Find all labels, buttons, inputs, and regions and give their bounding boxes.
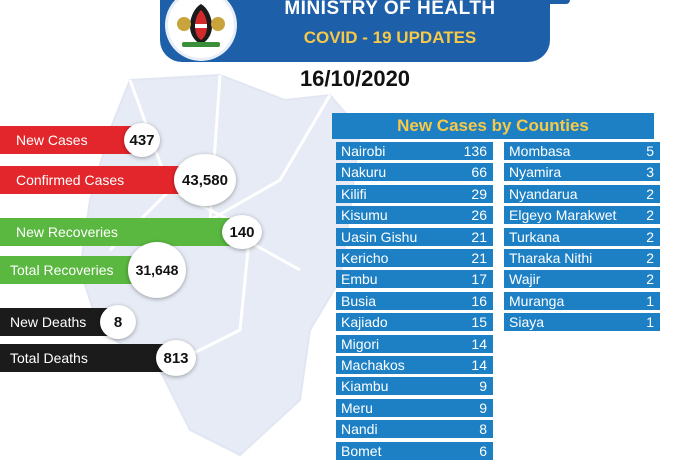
county-name: Migori xyxy=(341,335,380,352)
county-case-count: 9 xyxy=(479,399,487,416)
county-name: Kiambu xyxy=(341,378,389,395)
county-case-count: 1 xyxy=(646,292,654,309)
total-deaths-label: Total Deaths xyxy=(0,344,170,372)
county-case-count: 14 xyxy=(471,357,487,373)
county-row: Busia 16 xyxy=(336,291,493,310)
county-name: Kilifi xyxy=(341,185,367,202)
county-name: Nakuru xyxy=(341,164,387,181)
header-title: MINISTRY OF HEALTH xyxy=(284,0,496,19)
counties-table-title: New Cases by Counties xyxy=(332,113,654,139)
county-name: Machakos xyxy=(341,357,405,373)
county-row: Kilifi 29 xyxy=(336,184,493,203)
county-row: Nakuru 66 xyxy=(336,163,493,182)
county-row: Mombasa 5 xyxy=(504,142,660,160)
county-case-count: 26 xyxy=(471,207,487,224)
county-name: Kajiado xyxy=(341,314,388,331)
county-name: Muranga xyxy=(509,292,565,309)
update-date: 16/10/2020 xyxy=(299,66,411,91)
county-name: Bomet xyxy=(341,442,382,459)
county-row: Nyamira 3 xyxy=(504,163,660,182)
county-row: Meru 9 xyxy=(336,398,493,417)
county-name: Nandi xyxy=(341,421,378,438)
county-row: Machakos 14 xyxy=(336,356,493,374)
county-name: Tharaka Nithi xyxy=(509,250,593,266)
county-case-count: 15 xyxy=(471,314,487,331)
county-name: Meru xyxy=(341,399,373,416)
confirmed-cases-value: 43,580 xyxy=(174,154,236,206)
total-deaths-stat: Total Deaths 813 xyxy=(0,340,200,376)
county-case-count: 8 xyxy=(479,421,487,438)
county-row: Uasin Gishu 21 xyxy=(336,227,493,246)
county-row: Migori 14 xyxy=(336,334,493,353)
county-case-count: 29 xyxy=(471,185,487,202)
county-row: Kisumu 26 xyxy=(336,206,493,225)
county-row: Nandi 8 xyxy=(336,420,493,439)
county-case-count: 2 xyxy=(646,250,654,266)
county-row: Muranga 1 xyxy=(504,291,660,310)
county-row: Bomet 6 xyxy=(336,441,493,460)
county-case-count: 9 xyxy=(479,378,487,395)
county-row: Wajir 2 xyxy=(504,270,660,289)
county-case-count: 16 xyxy=(471,292,487,309)
county-row: Tharaka Nithi 2 xyxy=(504,249,660,267)
county-case-count: 2 xyxy=(646,207,654,224)
county-name: Siaya xyxy=(509,314,545,331)
county-name: Nyamira xyxy=(509,164,562,181)
county-row: Kiambu 9 xyxy=(336,377,493,396)
confirmed-cases-stat: Confirmed Cases 43,580 xyxy=(0,154,240,206)
county-name: Nairobi xyxy=(341,143,386,159)
new-cases-stat: New Cases 437 xyxy=(0,123,160,157)
county-name: Elgeyo Marakwet xyxy=(509,207,617,224)
county-name: Kericho xyxy=(341,250,389,266)
county-row: Embu 17 xyxy=(336,270,493,289)
county-case-count: 5 xyxy=(646,143,654,159)
county-name: Nyandarua xyxy=(509,185,578,202)
new-recoveries-label: New Recoveries xyxy=(0,218,240,246)
county-row: Siaya 1 xyxy=(504,313,660,332)
county-case-count: 2 xyxy=(646,271,654,288)
county-case-count: 21 xyxy=(471,250,487,266)
county-case-count: 6 xyxy=(479,442,487,459)
county-case-count: 2 xyxy=(646,185,654,202)
new-cases-value: 437 xyxy=(124,123,160,157)
county-case-count: 2 xyxy=(646,228,654,245)
header-subtitle: COVID - 19 UPDATES xyxy=(303,28,477,47)
county-case-count: 21 xyxy=(471,228,487,245)
new-deaths-label: New Deaths xyxy=(0,308,112,336)
header-edge xyxy=(540,0,570,4)
county-name: Uasin Gishu xyxy=(341,228,418,245)
county-row: Kericho 21 xyxy=(336,249,493,267)
new-cases-label: New Cases xyxy=(0,126,140,154)
confirmed-cases-label: Confirmed Cases xyxy=(0,166,200,194)
county-name: Busia xyxy=(341,292,377,309)
county-name: Mombasa xyxy=(509,143,571,159)
county-case-count: 1 xyxy=(646,314,654,331)
county-row: Nyandarua 2 xyxy=(504,184,660,203)
county-case-count: 14 xyxy=(471,335,487,352)
total-recoveries-stat: Total Recoveries 31,648 xyxy=(0,242,210,298)
county-row: Kajiado 15 xyxy=(336,313,493,332)
total-deaths-value: 813 xyxy=(156,340,196,376)
county-name: Kisumu xyxy=(341,207,388,224)
county-name: Wajir xyxy=(509,271,541,288)
total-recoveries-label: Total Recoveries xyxy=(0,256,150,284)
new-deaths-stat: New Deaths 8 xyxy=(0,305,140,339)
county-row: Turkana 2 xyxy=(504,227,660,246)
county-name: Embu xyxy=(341,271,378,288)
county-case-count: 17 xyxy=(471,271,487,288)
new-recoveries-stat: New Recoveries 140 xyxy=(0,215,270,249)
county-case-count: 136 xyxy=(463,143,487,159)
total-recoveries-value: 31,648 xyxy=(128,242,186,298)
county-name: Turkana xyxy=(509,228,560,245)
county-case-count: 66 xyxy=(471,164,487,181)
new-deaths-value: 8 xyxy=(100,305,136,339)
new-recoveries-value: 140 xyxy=(222,215,262,249)
county-row: Nairobi 136 xyxy=(336,142,493,160)
coat-of-arms-icon xyxy=(177,4,225,47)
county-row: Elgeyo Marakwet 2 xyxy=(504,206,660,225)
county-case-count: 3 xyxy=(646,164,654,181)
coat-of-arms-logo xyxy=(168,0,234,58)
